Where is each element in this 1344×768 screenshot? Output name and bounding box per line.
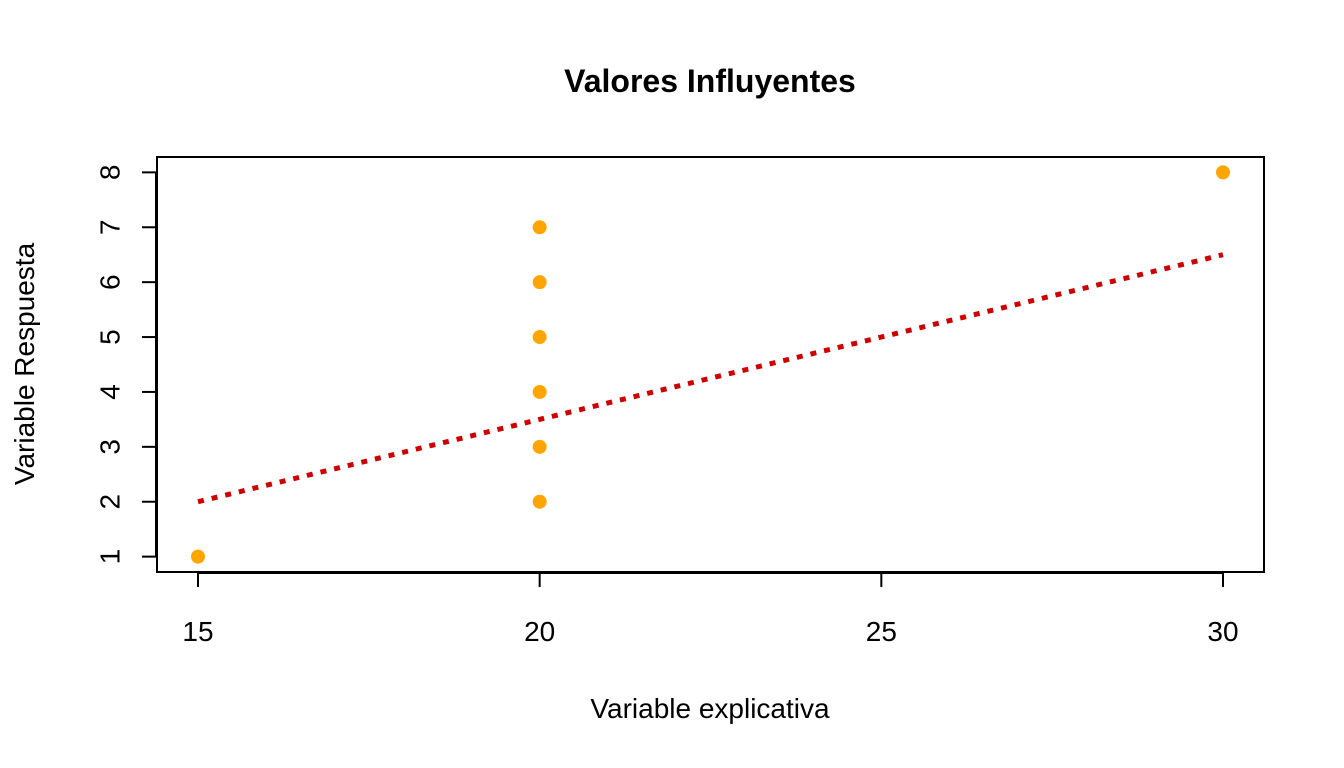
y-tick-label: 7 [95,219,126,235]
plot-area-border [156,156,1265,573]
data-point [532,384,547,399]
y-tick-label: 6 [95,274,126,290]
data-point [532,330,547,345]
y-axis-label: Variable Respuesta [9,242,40,485]
y-tick-label: 8 [95,165,126,181]
chart-title: Valores Influyentes [564,63,856,99]
y-tick-label: 5 [95,329,126,345]
y-tick-label: 2 [95,494,126,510]
x-axis: 15 20 25 30 [182,572,1239,647]
data-point [1216,165,1230,180]
x-axis-label: Variable explicativa [590,693,830,724]
x-tick-label: 30 [1207,616,1238,647]
data-point [532,220,547,235]
x-tick-label: 15 [182,616,213,647]
x-tick-label: 25 [866,616,897,647]
regression-line [197,252,1224,505]
y-tick-label: 1 [95,549,126,565]
y-tick-label: 4 [95,384,126,400]
y-tick-label: 3 [95,439,126,455]
fit-line-layer [197,252,1224,505]
data-point [532,275,547,290]
data-point [532,439,547,454]
data-points-layer [191,165,1230,564]
data-point [191,549,205,564]
y-axis: 1 2 3 4 5 6 7 8 [95,165,157,565]
x-tick-label: 20 [524,616,555,647]
data-point [532,494,547,509]
